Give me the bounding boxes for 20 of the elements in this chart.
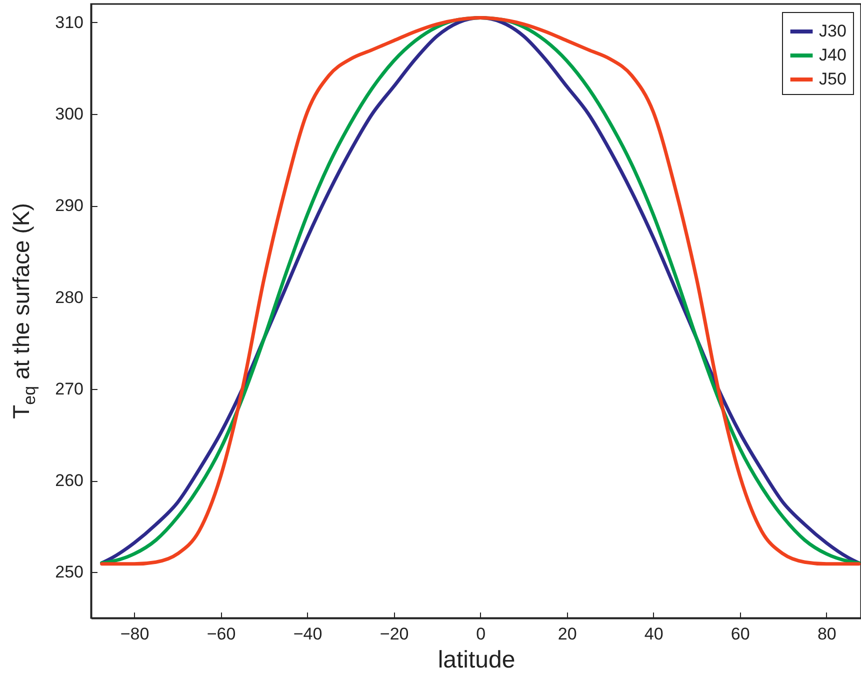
- x-axis-title: latitude: [438, 646, 516, 673]
- y-tick-label: 270: [55, 379, 84, 398]
- y-tick-label: 300: [55, 104, 84, 124]
- x-tick-label: −40: [293, 624, 322, 644]
- x-tick-label: −80: [120, 624, 150, 644]
- x-tick-label: 40: [644, 624, 664, 644]
- legend-label: J40: [819, 46, 846, 64]
- x-tick-label: 60: [730, 624, 750, 644]
- y-tick-label: 310: [55, 12, 84, 32]
- x-tick-label: −20: [380, 624, 409, 644]
- legend-label: J30: [819, 22, 846, 40]
- y-tick-label: 290: [55, 196, 84, 216]
- y-tick-label: 280: [55, 288, 84, 307]
- legend-label: J50: [819, 70, 846, 88]
- x-tick-label: 80: [817, 624, 836, 644]
- x-tick-label: −60: [206, 624, 236, 644]
- x-tick-label: 0: [476, 624, 486, 644]
- x-tick-label: 20: [558, 624, 577, 644]
- y-tick-label: 250: [55, 562, 84, 582]
- y-tick-label: 260: [55, 471, 84, 490]
